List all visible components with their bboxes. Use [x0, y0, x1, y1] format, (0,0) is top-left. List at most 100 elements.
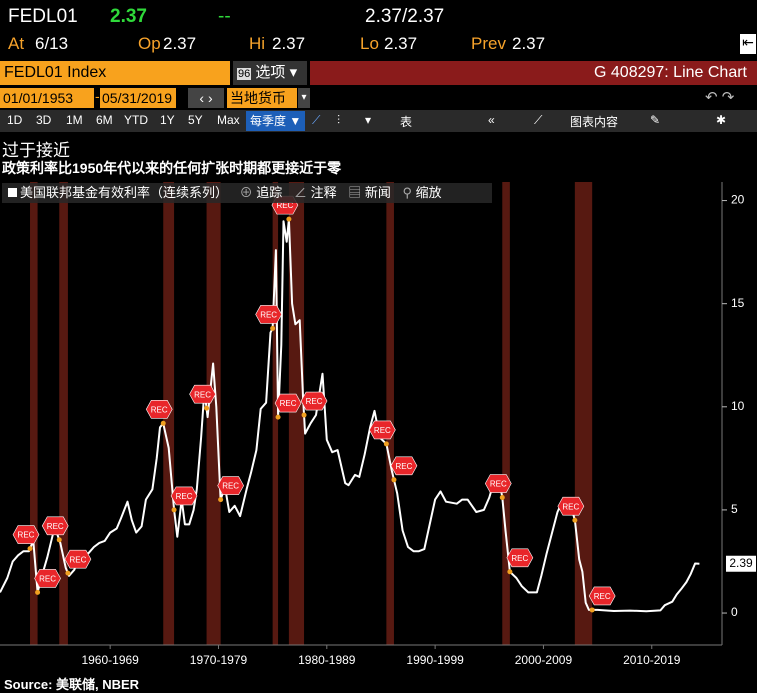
period-button[interactable]: 1M [66, 113, 83, 127]
settings-icon[interactable]: ✱ [716, 113, 727, 127]
currency-field[interactable]: 当地货币 [227, 88, 297, 108]
rec-marker [369, 420, 396, 440]
rec-label: REC [18, 531, 35, 540]
chart-content-button[interactable]: 图表内容 [570, 115, 619, 129]
start-date[interactable]: 01/01/1953 [0, 88, 94, 108]
rec-label: REC [374, 426, 391, 435]
lo-value: 2.37 [384, 34, 418, 53]
recession-band [59, 182, 68, 645]
recession-point [218, 497, 224, 503]
legend-bar: 美国联邦基金有效利率（连续系列） ⊕ 追踪 ∠ 注释 ▤ 新闻 ⚲ 缩放 [2, 183, 492, 203]
trend-icon[interactable]: ⟋ [534, 113, 543, 127]
rec-label: REC [276, 201, 293, 210]
period-bar [0, 110, 757, 132]
legend-tool[interactable]: 缩放 [415, 185, 442, 200]
lo-label: Lo [360, 34, 379, 53]
y-tick-label: 0 [731, 605, 738, 619]
rec-label: REC [47, 522, 64, 531]
rec-marker [390, 456, 418, 476]
x-tick-label: 1980-1989 [298, 653, 356, 667]
options-button[interactable]: 96 选项 ▾ [233, 61, 307, 85]
legend-swatch [8, 188, 17, 197]
rec-label: REC [511, 554, 528, 563]
export-button[interactable]: ⇤ [740, 34, 756, 54]
recession-band [574, 182, 593, 645]
rec-marker [217, 476, 244, 495]
y-tick-label: 15 [731, 296, 745, 310]
at-label: At [8, 34, 25, 53]
recession-band [386, 182, 394, 645]
rec-marker [145, 399, 173, 419]
legend-tool[interactable]: 新闻 [364, 185, 391, 200]
frequency-button[interactable]: 每季度 ▼ [246, 111, 306, 131]
date-arrows[interactable]: ‹ › [188, 88, 224, 108]
undo-redo[interactable]: ↶ ↷ [705, 89, 735, 106]
more-icon[interactable]: ▾ [365, 113, 372, 127]
recession-point [65, 570, 71, 576]
collapse-icon[interactable]: « [488, 113, 495, 127]
axes-layer: 0 5 10 15 20 1960-1969 1970-1979 1980-1989 1990-… [0, 182, 756, 667]
currency-dropdown[interactable]: ▾ [298, 88, 310, 108]
rec-marker [64, 549, 92, 569]
ticker: FEDL01 [8, 6, 78, 27]
period-button[interactable]: 1Y [160, 113, 175, 127]
rec-label: REC [194, 390, 211, 399]
annotation-layer: REC REC REC REC REC REC REC REC REC REC REC REC REC R… [12, 195, 616, 613]
period-button[interactable]: 5Y [188, 113, 203, 127]
prev-value: 2.37 [512, 34, 546, 53]
period-button[interactable]: YTD [124, 113, 148, 127]
rec-marker [274, 393, 302, 413]
recession-point [383, 441, 389, 447]
op-value: 2.37 [163, 34, 197, 53]
recession-point [572, 517, 578, 523]
period-button[interactable]: Max [217, 113, 240, 127]
y-tick-label: 5 [731, 502, 738, 516]
recession-band [206, 182, 221, 645]
recession-point [507, 569, 513, 575]
recession-band [272, 182, 279, 645]
chart-title: 过于接近 [2, 141, 70, 160]
x-tick-label: 2010-2019 [623, 653, 681, 667]
recession-point [301, 412, 307, 418]
table-button[interactable]: 表 [400, 115, 413, 129]
rec-marker [300, 391, 328, 411]
x-tick-label: 1960-1969 [81, 653, 139, 667]
rec-marker [189, 384, 216, 404]
recession-band [30, 182, 38, 645]
period-button[interactable]: 6M [96, 113, 113, 127]
period-button[interactable]: 3D [36, 113, 52, 127]
series-line [0, 218, 700, 613]
edit-icon[interactable]: ✎ [650, 113, 661, 127]
legend-tool[interactable]: 注释 [310, 185, 337, 200]
end-date[interactable]: 05/31/2019 [100, 88, 176, 108]
recession-point [589, 607, 595, 613]
recession-point [171, 507, 177, 513]
recession-point [160, 420, 166, 426]
rec-label: REC [69, 555, 86, 564]
rec-label: REC [222, 482, 239, 491]
x-tick-label: 1970-1979 [190, 653, 248, 667]
recession-point [270, 325, 276, 331]
x-tick-label: 1990-1999 [406, 653, 464, 667]
recession-point [35, 589, 41, 595]
line-layer [0, 218, 700, 613]
rec-label: REC [562, 502, 579, 511]
line-icon[interactable]: ⟋ [312, 113, 321, 127]
hi-label: Hi [249, 34, 266, 53]
recession-point [204, 405, 210, 411]
rec-label: REC [594, 592, 611, 601]
y-tick-label: 10 [731, 399, 745, 413]
legend-tool[interactable]: 追踪 [256, 185, 283, 200]
op-label: Op [138, 34, 161, 53]
rec-label: REC [260, 311, 277, 320]
chart-id-bar: G 408297: Line Chart [310, 61, 757, 85]
bar-icon[interactable]: ⫶ [337, 113, 341, 127]
rec-label: REC [306, 397, 323, 406]
security-field[interactable]: FEDL01 Index [0, 61, 230, 85]
period-button[interactable]: 1D [7, 113, 23, 127]
recession-band [288, 182, 305, 645]
rec-marker [588, 586, 616, 606]
rec-label: REC [39, 575, 56, 584]
recession-band [502, 182, 510, 645]
